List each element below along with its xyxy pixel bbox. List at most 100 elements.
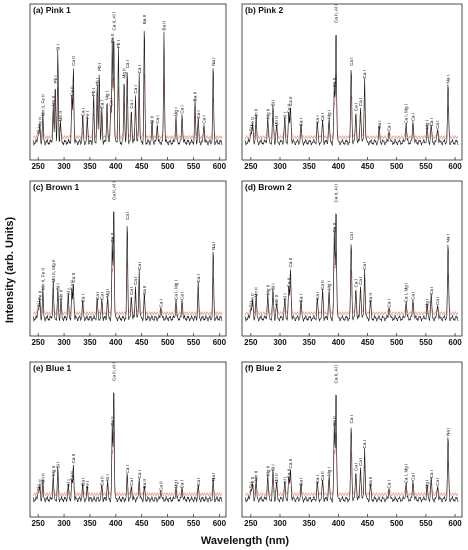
- peak-label: Ca II, Al I: [334, 365, 339, 384]
- peak-label: Mg I: [425, 120, 430, 129]
- peak-label: Mn II: [254, 287, 259, 297]
- peak-label: Ca I: [358, 458, 363, 466]
- series-spectrum: [32, 30, 223, 147]
- peak-label: Mg II: [265, 285, 270, 295]
- peak-label: Ca II, Al I: [334, 4, 339, 23]
- peak-label: Ca I: [315, 292, 320, 300]
- peak-label: Ca II: [332, 223, 337, 233]
- x-tick-label: 600: [213, 162, 227, 171]
- x-tick-label: 500: [161, 519, 175, 528]
- peak-label: Si I: [56, 44, 61, 51]
- x-tick-label: 500: [161, 162, 175, 171]
- x-tick-label: 250: [244, 338, 258, 347]
- x-tick-label: 400: [332, 519, 346, 528]
- peak-label: Ca II: [320, 280, 325, 290]
- panel-frame: [241, 180, 463, 337]
- peak-label: Ca I: [137, 65, 142, 73]
- peak-label: Si I: [105, 474, 110, 481]
- peak-label: Mg II: [122, 68, 127, 78]
- peak-label: Ca I: [125, 465, 130, 473]
- peak-label: Mg I: [327, 110, 332, 119]
- peak-label: Ca I, Mg I: [404, 464, 409, 484]
- peak-label: Ca II, Al I: [334, 184, 339, 203]
- peak-label: Mg I: [174, 107, 179, 116]
- peak-label: Ca II, Al I: [111, 181, 116, 200]
- peak-label: Fe II: [37, 291, 42, 300]
- peak-label: Ca I: [108, 98, 113, 106]
- x-tick-label: 450: [361, 519, 375, 528]
- peak-label: Pb I: [95, 78, 100, 86]
- x-tick-label: 400: [109, 519, 123, 528]
- peak-label: Ca I: [129, 478, 134, 486]
- x-tick-label: 350: [303, 338, 317, 347]
- x-tick-label: 550: [187, 519, 201, 528]
- peak-label: Si II: [150, 116, 155, 124]
- x-tick-label: 550: [187, 162, 201, 171]
- series-spectrum: [244, 394, 459, 504]
- peak-label: Ca I: [80, 108, 85, 116]
- peak-label: Al I: [282, 293, 287, 300]
- peak-label: Na I: [211, 57, 216, 65]
- peak-label: Ca I: [180, 105, 185, 113]
- peak-label: Ca II: [288, 96, 293, 106]
- peak-label: Ca II: [69, 86, 74, 96]
- x-tick-label: 250: [31, 338, 45, 347]
- peak-label: Ca II: [288, 258, 293, 268]
- peak-label: Pb I: [97, 63, 102, 71]
- peak-label: Ba II: [162, 21, 167, 30]
- peak-label: Pb I: [53, 75, 58, 83]
- peak-label: Mg II: [51, 466, 56, 476]
- peak-label: Na I: [211, 473, 216, 481]
- x-tick-label: 350: [83, 162, 97, 171]
- panel-title: (b) Pink 2: [245, 5, 284, 15]
- peak-label: Ca II: [110, 33, 115, 43]
- peak-label: Si I: [271, 464, 276, 471]
- peak-label: Ba II: [142, 479, 147, 488]
- peak-label: Ca II: [110, 416, 115, 426]
- peak-label: Fe II: [37, 479, 42, 488]
- x-tick-label: 450: [135, 162, 149, 171]
- peak-label: Mn II: [274, 473, 279, 483]
- x-tick-label: 350: [83, 519, 97, 528]
- panel-frame: [29, 180, 227, 337]
- peak-label: Si I: [56, 462, 61, 469]
- x-tick-label: 350: [83, 338, 97, 347]
- x-tick-label: 250: [31, 162, 45, 171]
- peak-label: Mg I: [174, 480, 179, 489]
- peak-label: Ca I: [129, 100, 134, 108]
- peak-label: Ca I, Mg I: [404, 283, 409, 303]
- peak-label: Ca I: [95, 292, 100, 300]
- peak-label: Mn II, Fe II: [40, 94, 45, 116]
- peak-label: Mg I: [425, 299, 430, 308]
- x-tick-label: 500: [390, 162, 404, 171]
- peak-label: Ca I: [133, 277, 138, 285]
- peak-label: Ca II, Al I: [111, 12, 116, 31]
- series-spectrum: [32, 392, 223, 504]
- x-tick-label: 300: [57, 519, 71, 528]
- peak-label: Mn II, Fe II: [40, 268, 45, 290]
- x-tick-label: 600: [448, 162, 462, 171]
- peak-label: Si I: [36, 301, 41, 308]
- peak-label: Al I: [66, 288, 71, 295]
- panel-title: (f) Blue 2: [245, 363, 282, 373]
- peak-label: Ca II: [288, 459, 293, 469]
- x-tick-label: 450: [361, 162, 375, 171]
- peak-label: Ca II, Al I: [111, 362, 116, 381]
- x-tick-label: 600: [213, 519, 227, 528]
- peak-label: Ca I: [349, 232, 354, 240]
- peak-label: Si I: [56, 283, 61, 290]
- peak-label: Mn II: [274, 295, 279, 305]
- peak-label: Si I: [271, 100, 276, 107]
- x-tick-label: 500: [390, 338, 404, 347]
- peak-label: Fe I: [85, 481, 90, 489]
- peak-label: Mg II: [265, 109, 270, 119]
- panel-title: (a) Pink 1: [33, 5, 71, 15]
- peak-label: Ca I: [196, 110, 201, 118]
- peak-label: Ca I: [387, 123, 392, 131]
- panel-frame: [29, 361, 227, 518]
